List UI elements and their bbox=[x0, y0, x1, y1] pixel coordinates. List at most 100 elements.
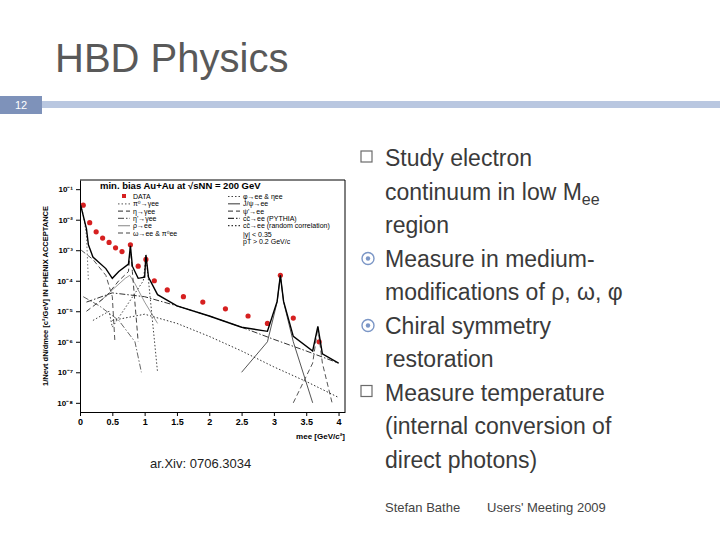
y-tick-label: 10⁻⁴ bbox=[57, 277, 73, 286]
y-tick-label: 10⁻¹ bbox=[58, 185, 73, 194]
x-tick: 0.5 bbox=[107, 412, 120, 427]
slide-number: 12 bbox=[15, 99, 27, 111]
x-tick: 3.5 bbox=[300, 412, 313, 427]
source: ar.Xiv: 0706.3034 bbox=[150, 456, 251, 471]
bullet-text: region bbox=[385, 212, 449, 238]
series-line bbox=[112, 314, 338, 397]
series-line bbox=[81, 205, 89, 281]
legend-swatch bbox=[228, 196, 240, 197]
series-line bbox=[293, 327, 332, 403]
legend-swatch bbox=[228, 225, 240, 226]
legend-label: ω→ee & π⁰ee bbox=[133, 230, 177, 237]
marks bbox=[81, 203, 339, 403]
y-tick: 10⁻⁴ bbox=[57, 277, 80, 286]
x-tick-label: 1.5 bbox=[171, 417, 184, 427]
y-tick-label: 10⁻⁸ bbox=[57, 399, 73, 408]
x-tick-mark bbox=[209, 412, 210, 416]
x-tick-label: 2 bbox=[207, 417, 212, 427]
bullet-text: restoration bbox=[385, 346, 494, 372]
y-tick-label: 10⁻⁶ bbox=[57, 338, 73, 347]
legend-swatch bbox=[118, 211, 130, 212]
y-tick: 10⁻⁶ bbox=[57, 338, 80, 347]
bullet-subscript: ee bbox=[582, 191, 600, 208]
chart: 00.511.522.533.5410⁻⁸10⁻⁷10⁻⁶10⁻⁵10⁻⁴10⁻… bbox=[41, 180, 346, 441]
series-line bbox=[86, 293, 338, 363]
x-axis: 0 0.5 1 1.5 2 2.5 3 3.5 4 bbox=[78, 412, 346, 427]
data-point bbox=[94, 229, 99, 234]
bullet-line: Measure temperature bbox=[385, 380, 605, 406]
x-tick: 2.5 bbox=[236, 412, 249, 427]
bullet-line: Chiral symmetry bbox=[385, 313, 552, 339]
bullet-line: (internal conversion of bbox=[385, 413, 612, 439]
bullet-line: continuum in low Mee bbox=[385, 179, 600, 208]
footer: Users' Meeting 2009 bbox=[487, 500, 606, 515]
x-tick-label: 3.5 bbox=[300, 417, 313, 427]
y-tick: 10⁻⁸ bbox=[57, 399, 80, 408]
bullet-text: Chiral symmetry bbox=[385, 313, 552, 339]
y-tick: 10⁻¹ bbox=[58, 185, 80, 194]
slide-title: HBD Physics bbox=[55, 36, 288, 80]
bullet-text: (internal conversion of bbox=[385, 413, 612, 439]
bullet-circle bbox=[362, 253, 374, 265]
x-tick-mark bbox=[112, 412, 113, 416]
series-line bbox=[86, 248, 138, 342]
data-point bbox=[181, 294, 186, 299]
data-point bbox=[119, 249, 124, 254]
data-point bbox=[223, 306, 228, 311]
bullet-dot bbox=[366, 323, 370, 327]
x-tick: 1.5 bbox=[171, 412, 184, 427]
chart-title: min. bias Au+Au at √sNN = 200 GeV bbox=[100, 180, 261, 191]
y-tick-label: 10⁻⁵ bbox=[57, 307, 73, 316]
data-point bbox=[200, 299, 205, 304]
data-point bbox=[152, 278, 157, 283]
x-tick-mark bbox=[339, 412, 340, 416]
x-tick-label: 1 bbox=[143, 417, 148, 427]
x-tick-label: 0.5 bbox=[107, 417, 120, 427]
bullet-line: Measure in medium- bbox=[385, 246, 595, 272]
y-tick: 10⁻⁵ bbox=[57, 307, 80, 316]
annotation: pT > 0.2 GeV/c bbox=[243, 238, 291, 246]
x-tick-label: 3 bbox=[272, 417, 277, 427]
x-tick-label: 0 bbox=[78, 417, 83, 427]
data-point bbox=[165, 287, 170, 292]
bullet-line: Study electron bbox=[385, 145, 532, 171]
bullet-line: modifications of ρ, ω, φ bbox=[385, 279, 623, 305]
bullet-line: region bbox=[385, 212, 449, 238]
legend-swatch bbox=[118, 225, 130, 226]
legend: DATAπ⁰→γeeη→γeeη'→γeeρ→eeω→ee & π⁰eeφ→ee… bbox=[118, 193, 330, 237]
bullet-line: restoration bbox=[385, 346, 494, 372]
bullet-text: Measure in medium- bbox=[385, 246, 595, 272]
legend-item: cc̄→ee (random correlation) bbox=[228, 222, 330, 230]
bullet-text: direct photons) bbox=[385, 447, 537, 473]
y-tick-label: 10⁻³ bbox=[58, 246, 73, 255]
x-tick: 2 bbox=[207, 412, 212, 427]
data-point bbox=[113, 245, 118, 250]
x-tick-mark bbox=[274, 412, 275, 416]
bullet-text: Study electron bbox=[385, 145, 532, 171]
bullet-square bbox=[361, 151, 372, 162]
y-tick-mark bbox=[76, 403, 80, 404]
x-tick-mark bbox=[242, 412, 243, 416]
bullet-line: direct photons) bbox=[385, 447, 537, 473]
x-tick: 3 bbox=[272, 412, 277, 427]
legend-swatch bbox=[228, 218, 240, 219]
x-axis-title: mee [GeV/c²] bbox=[296, 432, 345, 441]
slide-number-box bbox=[0, 96, 42, 114]
legend-label: DATA bbox=[133, 193, 151, 200]
y-tick-mark bbox=[76, 342, 80, 343]
x-tick-label: 4 bbox=[337, 417, 342, 427]
y-tick-mark bbox=[76, 281, 80, 282]
y-axis-line bbox=[80, 181, 81, 413]
legend-swatch bbox=[228, 203, 240, 204]
x-axis-line bbox=[81, 412, 346, 413]
frame-right bbox=[345, 180, 346, 412]
y-tick-label: 10⁻² bbox=[58, 216, 73, 225]
x-tick-mark bbox=[177, 412, 178, 416]
bullet-dot bbox=[366, 256, 370, 260]
x-tick-mark bbox=[145, 412, 146, 416]
bullet-text: Measure temperature bbox=[385, 380, 605, 406]
data-point bbox=[100, 235, 105, 240]
y-tick-mark bbox=[76, 372, 80, 373]
series-line bbox=[81, 250, 115, 342]
x-tick: 4 bbox=[337, 412, 342, 427]
